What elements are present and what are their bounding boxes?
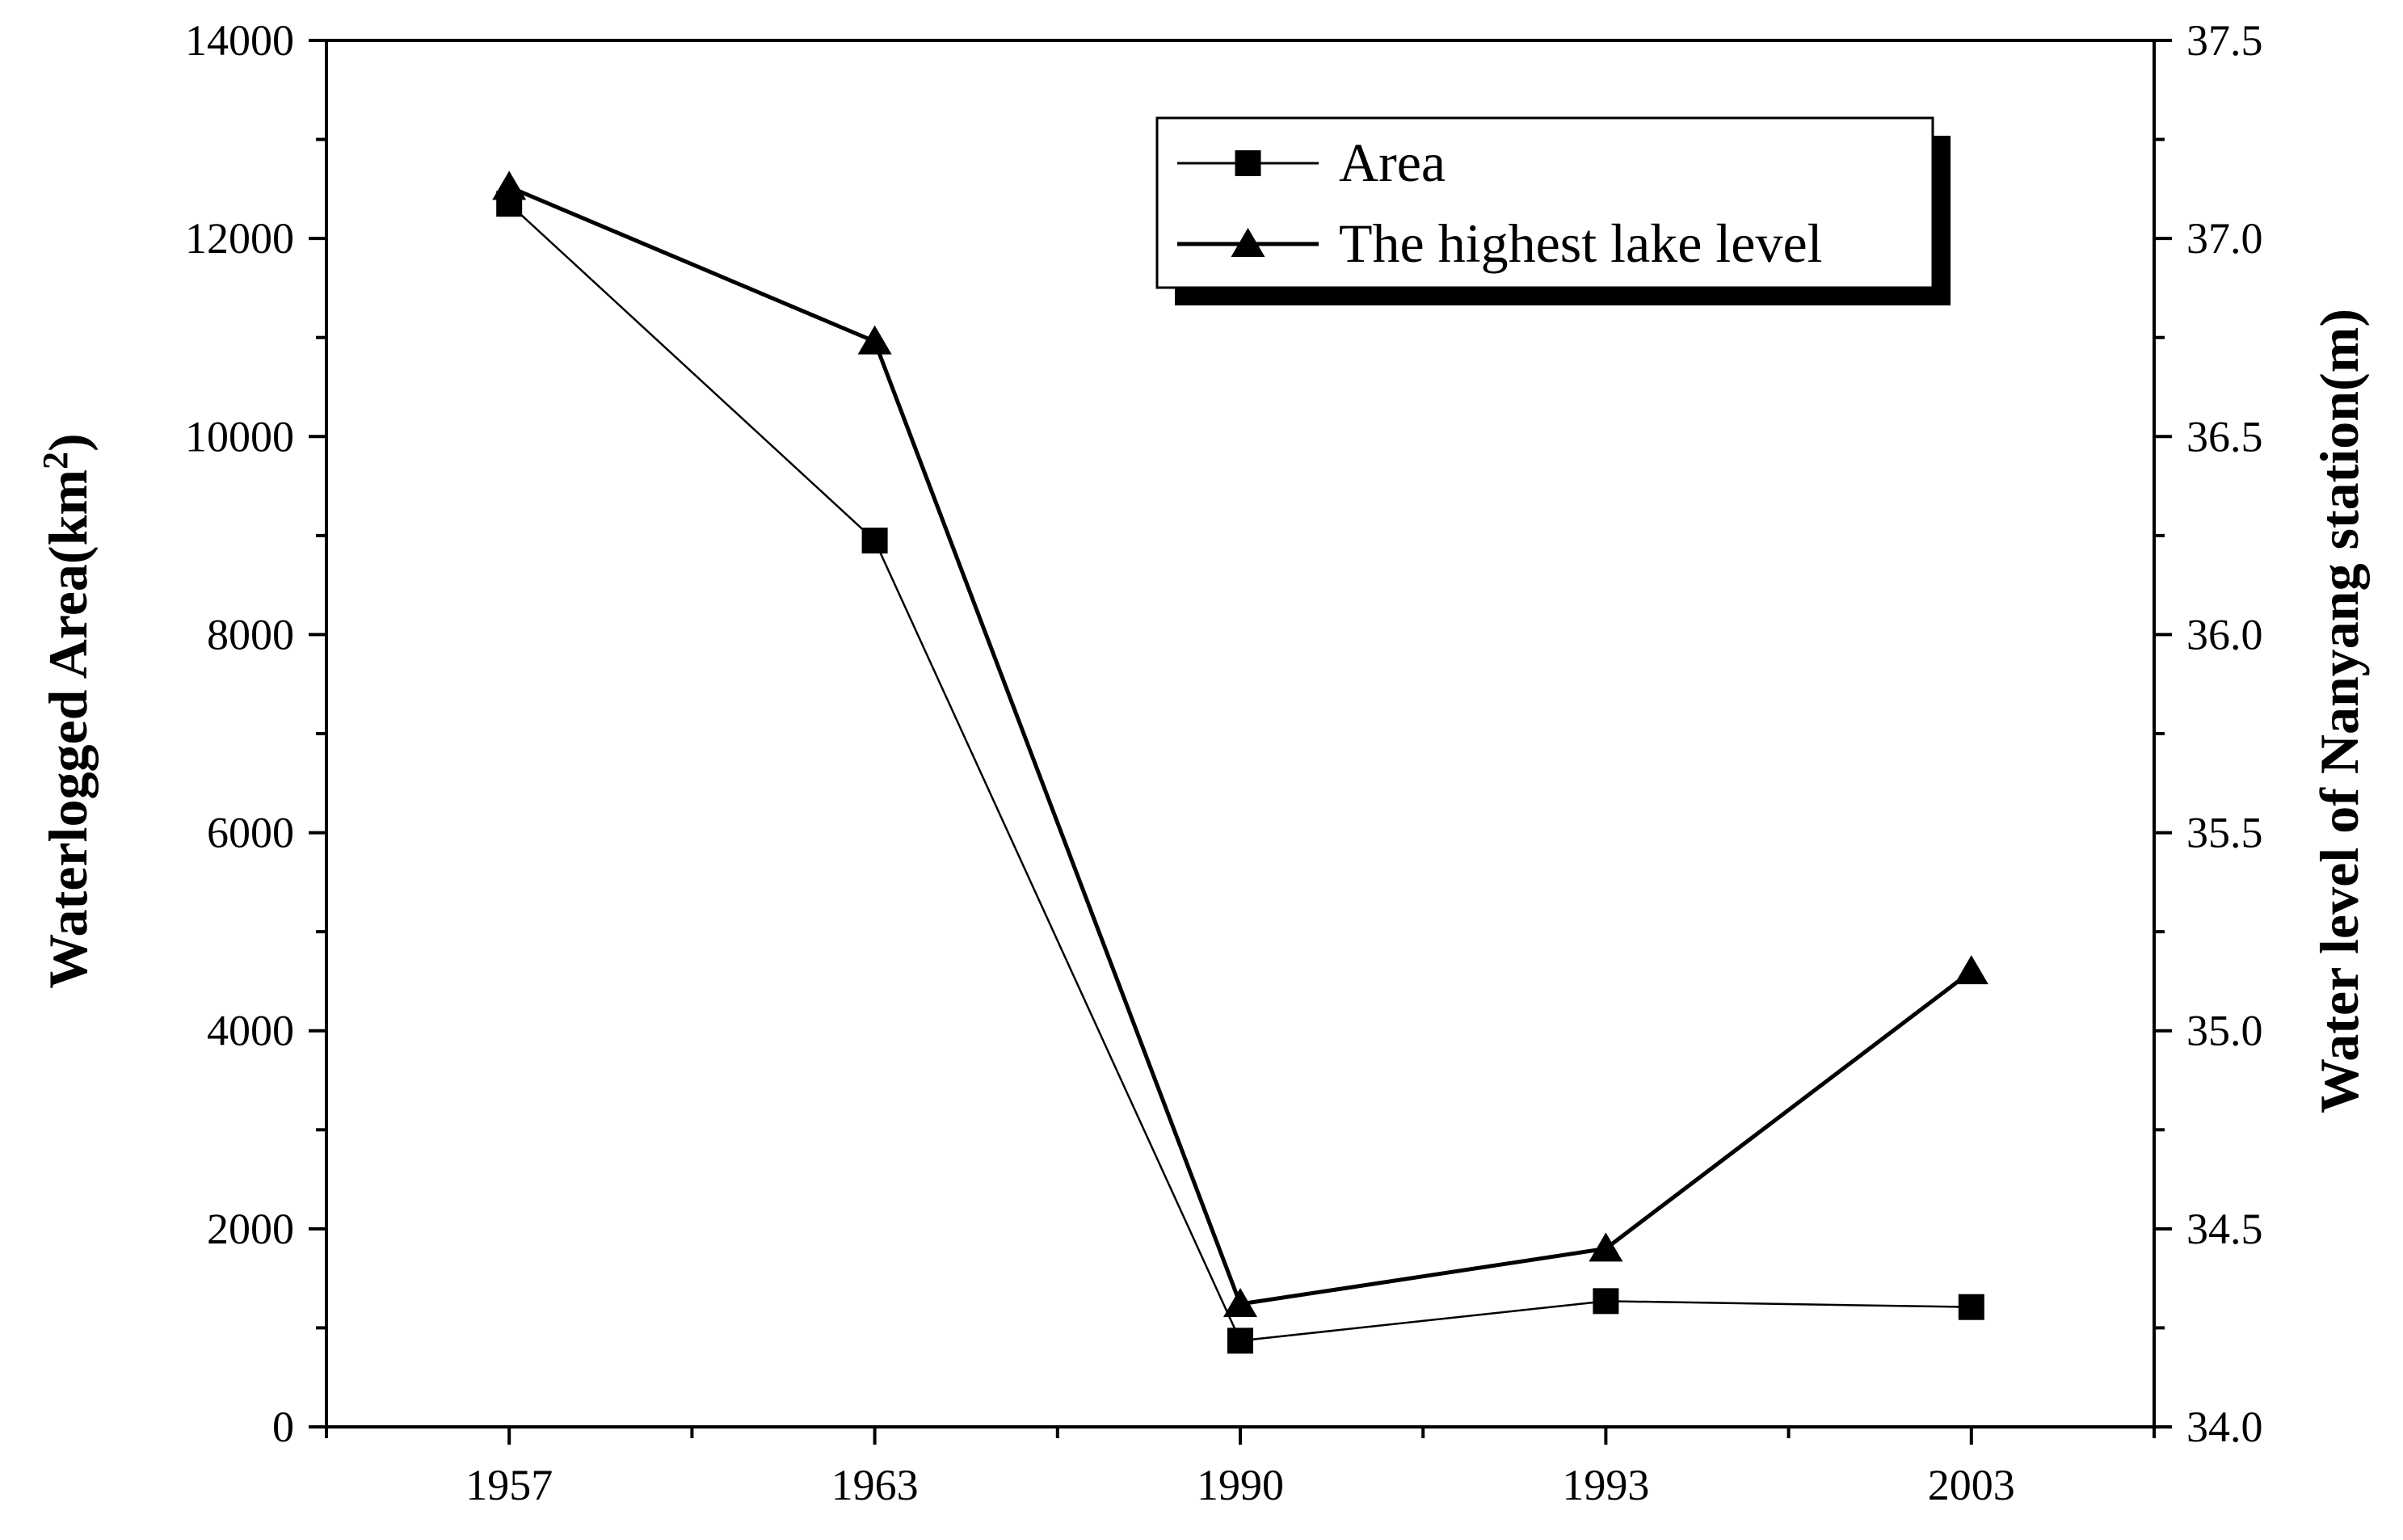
y-right-tick-label: 37.5	[2186, 16, 2263, 65]
legend-box	[1155, 116, 1934, 289]
area-line	[508, 203, 1972, 1342]
x-tick-label: 1957	[465, 1461, 553, 1509]
y-right-tick-label: 36.0	[2186, 610, 2263, 658]
area-point	[1227, 1328, 1253, 1354]
legend-label: The highest lake level	[1339, 212, 1823, 274]
lake-level-point	[492, 170, 527, 200]
lake-level-point	[1589, 1232, 1623, 1262]
legend-square-marker	[1235, 150, 1261, 176]
legend: Area The highest lake level	[1155, 116, 1951, 305]
lake-level-point	[857, 325, 892, 355]
y-left-tick-label: 4000	[207, 1007, 294, 1055]
y-left-tick-label: 0	[272, 1403, 294, 1451]
x-tick-label: 2003	[1928, 1461, 2015, 1509]
area-point	[1958, 1294, 1984, 1320]
x-tick-label: 1990	[1197, 1461, 1284, 1509]
y-left-tick-label: 12000	[185, 214, 294, 263]
legend-label: Area	[1339, 132, 1446, 193]
series-layer	[492, 170, 1988, 1354]
y-left-tick-label: 6000	[207, 809, 294, 857]
y-left-tick-label: 14000	[185, 16, 294, 65]
y-left-axis-title: Waterlogged Area(km2)	[36, 433, 99, 988]
lake-level-point	[1954, 955, 1988, 985]
area-point	[861, 527, 888, 553]
y-right-tick-label: 36.5	[2186, 412, 2263, 461]
lake-level-point	[1223, 1288, 1257, 1318]
y-left-tick-label: 8000	[207, 610, 294, 658]
y-right-axis-title: Water level of Nanyang station(m)	[2308, 309, 2370, 1113]
legend-triangle-marker	[1231, 228, 1265, 257]
y-left-tick-label: 10000	[185, 412, 294, 461]
y-right-tick-label: 35.0	[2186, 1007, 2263, 1055]
y-right-tick-label: 35.5	[2186, 809, 2263, 857]
y-right-tick-label: 34.0	[2186, 1403, 2263, 1451]
area-point	[1593, 1288, 1619, 1315]
x-tick-label: 1963	[831, 1461, 919, 1509]
y-right-tick-label: 37.0	[2186, 214, 2263, 263]
x-tick-label: 1993	[1562, 1461, 1649, 1509]
lake-level-line	[508, 185, 1973, 1306]
y-left-tick-label: 2000	[207, 1205, 294, 1253]
axes: 1957 1963 1990 1993 2003 0 2000 4000 6000 8000 100…	[185, 16, 2263, 1509]
y-right-tick-label: 34.5	[2186, 1205, 2263, 1253]
